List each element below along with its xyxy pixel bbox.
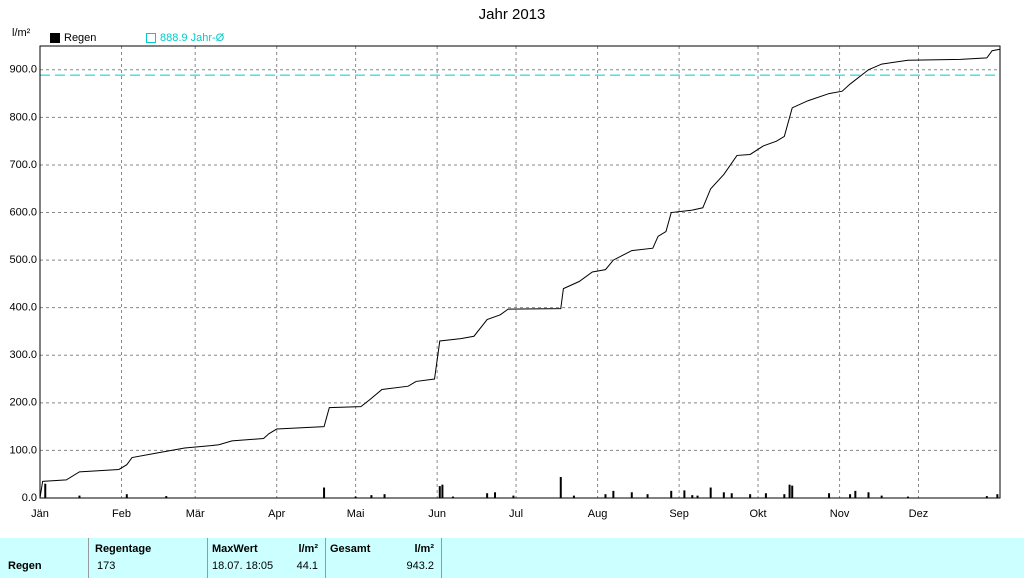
y-tick-label: 200.0 (9, 397, 37, 409)
bar (683, 490, 686, 498)
y-tick-label: 300.0 (9, 349, 37, 361)
cumulative-line (39, 48, 1001, 499)
header-cell: Regentage (95, 543, 152, 555)
plot-area (40, 46, 1000, 498)
bar (512, 495, 515, 498)
x-tick-label: Jul (509, 508, 523, 520)
bar (604, 494, 607, 498)
legend-label: Regen (64, 32, 96, 44)
header-cell: MaxWert (212, 543, 258, 555)
x-tick-label: Dez (909, 508, 929, 520)
bar (451, 496, 454, 498)
cell: 943.2 (406, 560, 434, 572)
bar (494, 492, 497, 498)
bar (791, 485, 794, 498)
bar (849, 494, 852, 498)
bar (783, 494, 786, 498)
bar (749, 494, 752, 498)
bar (764, 493, 767, 498)
header-cell: l/m² (298, 543, 318, 555)
bar (486, 493, 489, 498)
bar (854, 490, 857, 498)
bar (788, 484, 791, 498)
cell-border (441, 538, 442, 578)
bar (165, 496, 168, 498)
summary-table: Regentage MaxWert l/m² Gesamt l/m² Regen… (0, 538, 1024, 578)
y-tick-label: 500.0 (9, 254, 37, 266)
bar (646, 494, 649, 498)
bar (44, 483, 47, 498)
x-tick-label: Apr (268, 508, 285, 520)
x-tick-label: Aug (588, 508, 608, 520)
x-tick-label: Jän (31, 508, 49, 520)
bar (572, 495, 575, 498)
bar (709, 487, 712, 498)
bar (125, 494, 128, 498)
bar (730, 493, 733, 498)
y-tick-label: 900.0 (9, 64, 37, 76)
bar (78, 495, 81, 498)
cell: 18.07. 18:05 (212, 560, 274, 572)
x-tick-label: Okt (749, 508, 766, 520)
legend-swatch (50, 33, 60, 43)
x-tick-label: Feb (112, 508, 131, 520)
bar (370, 495, 373, 498)
bar (670, 490, 673, 498)
bar (906, 496, 909, 498)
bar (722, 492, 725, 498)
x-tick-label: Sep (669, 508, 689, 520)
cell: 173 (97, 560, 116, 572)
bar (323, 487, 326, 498)
bar (996, 494, 999, 498)
bar (867, 492, 870, 498)
bar (691, 495, 694, 498)
x-tick-label: Mai (347, 508, 365, 520)
header-cell: l/m² (414, 543, 434, 555)
y-tick-label: 100.0 (9, 444, 37, 456)
bar (828, 493, 831, 498)
plot-border (39, 45, 1001, 499)
y-tick-label: 0.0 (22, 492, 37, 504)
y-tick-label: 800.0 (9, 111, 37, 123)
y-tick-label: 700.0 (9, 159, 37, 171)
bar (630, 492, 633, 498)
cell-border (325, 538, 326, 578)
x-tick-label: Jun (428, 508, 446, 520)
bar (985, 496, 988, 498)
header-cell: Gesamt (330, 543, 371, 555)
bar (354, 496, 357, 498)
chart: Jahr 2013 l/m² Regen 888.9 Jahr-Ø 0.0 100… (9, 6, 1001, 520)
bar (696, 495, 699, 498)
bar (383, 494, 386, 498)
legend-label: 888.9 Jahr-Ø (160, 32, 225, 44)
bar (880, 495, 883, 498)
cell: 44.1 (296, 560, 318, 572)
row-label: Regen (8, 560, 42, 572)
y-tick-label: 600.0 (9, 206, 37, 218)
bar (438, 486, 441, 498)
y-tick-label: 400.0 (9, 302, 37, 314)
legend-swatch (146, 33, 156, 43)
bar (559, 477, 562, 498)
cell-border (207, 538, 208, 578)
cell-border (88, 538, 89, 578)
chart-title: Jahr 2013 (479, 6, 546, 23)
x-tick-label: Mär (186, 508, 205, 520)
bar (612, 490, 615, 498)
x-tick-label: Nov (830, 508, 850, 520)
y-axis-title: l/m² (12, 27, 31, 39)
bar (441, 484, 444, 498)
